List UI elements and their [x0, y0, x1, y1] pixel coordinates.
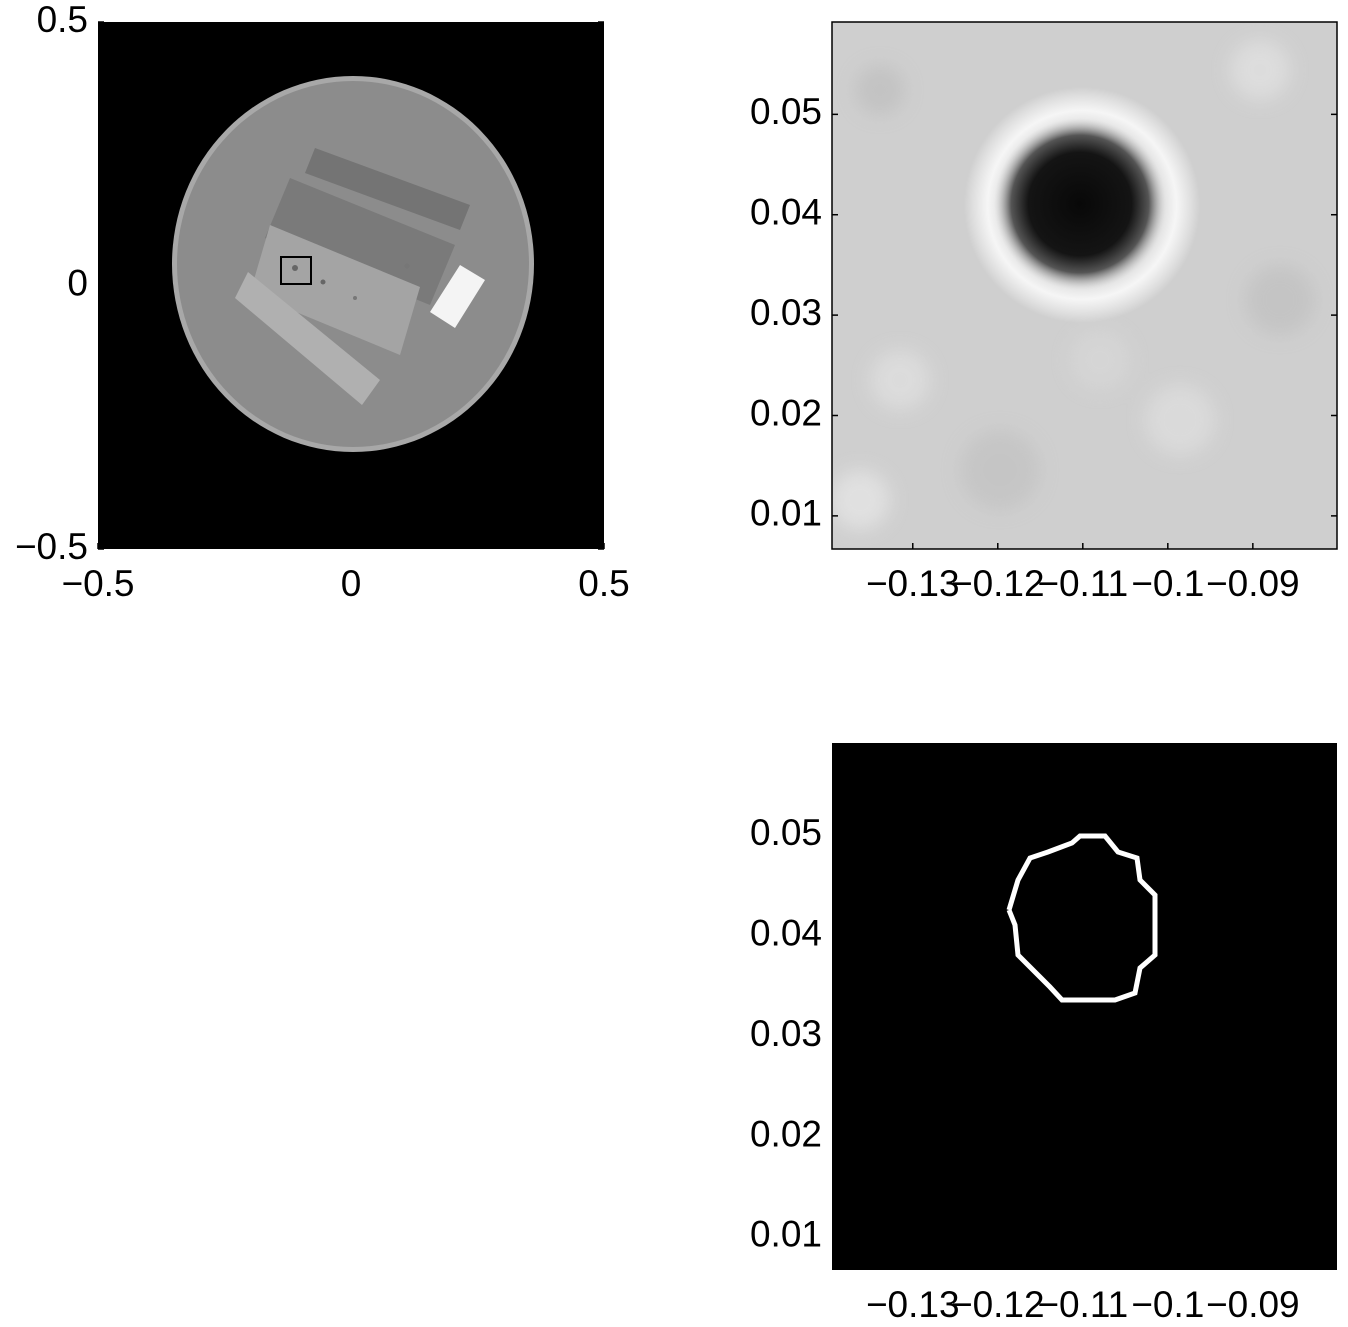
x-tick-label: −0.09 [1206, 1284, 1300, 1325]
y-tick-label: 0.04 [750, 192, 822, 233]
x-tick-label: −0.13 [866, 563, 960, 604]
page: −0.500.5−0.500.5−0.13−0.12−0.11−0.1−0.09… [0, 0, 1348, 1327]
x-tick-label: −0.1 [1131, 1284, 1204, 1325]
y-tick-label: 0.05 [750, 91, 822, 132]
x-tick-label: −0.09 [1206, 563, 1300, 604]
y-tick-label: 0.01 [750, 493, 822, 534]
y-tick-label: 0.02 [750, 1113, 822, 1154]
contour-image [832, 743, 1337, 1270]
y-tick-label: 0 [67, 262, 88, 303]
y-tick-label: 0.05 [750, 812, 822, 853]
y-tick-label: 0.03 [750, 1013, 822, 1054]
x-tick-label: 0.5 [578, 563, 629, 604]
x-tick-label: −0.13 [866, 1284, 960, 1325]
x-tick-label: −0.11 [1037, 1284, 1128, 1325]
y-tick-label: −0.5 [15, 526, 88, 567]
x-tick-label: −0.1 [1131, 563, 1204, 604]
x-tick-label: −0.12 [951, 563, 1045, 604]
y-tick-label: 0.04 [750, 913, 822, 954]
x-tick-label: −0.12 [951, 1284, 1045, 1325]
y-tick-label: 0.02 [750, 392, 822, 433]
phantom-image [98, 22, 604, 549]
x-tick-label: −0.5 [61, 563, 134, 604]
y-tick-label: 0.03 [750, 292, 822, 333]
figure: −0.500.5−0.500.5−0.13−0.12−0.11−0.1−0.09… [0, 0, 1348, 1327]
x-tick-label: −0.11 [1037, 563, 1128, 604]
zoom-image [830, 22, 1337, 549]
x-tick-label: 0 [341, 563, 362, 604]
y-tick-label: 0.5 [37, 0, 88, 40]
y-tick-label: 0.01 [750, 1214, 822, 1255]
